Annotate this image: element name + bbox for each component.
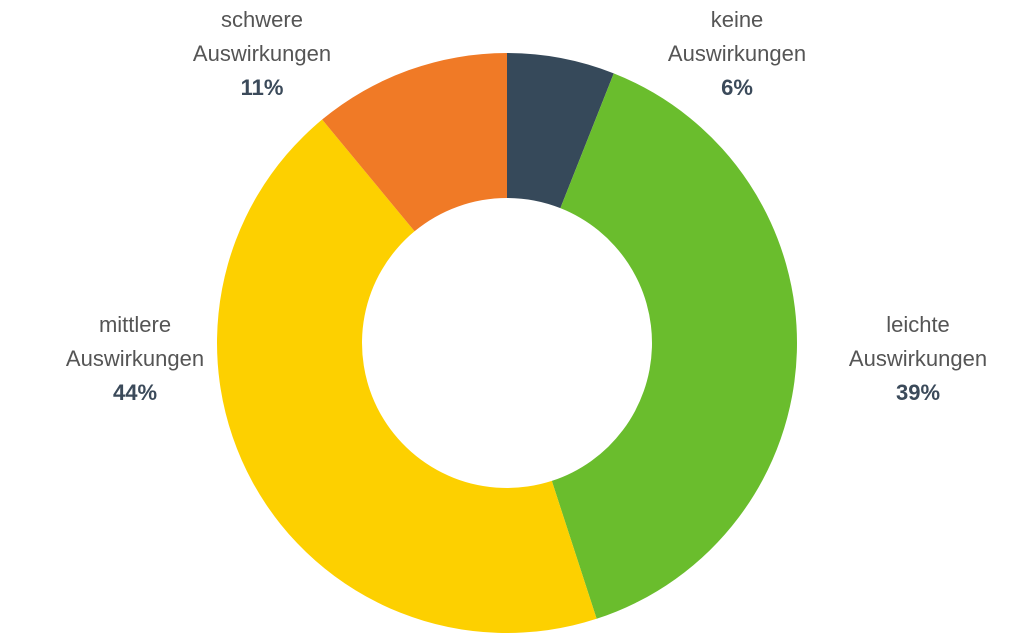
category-label: schwere Auswirkungen (192, 7, 332, 66)
value-label: 39% (895, 380, 941, 405)
donut-slice (551, 73, 797, 619)
donut-slice (217, 119, 597, 633)
value-label: 44% (112, 380, 158, 405)
slice-label: keine Auswirkungen 6% (647, 3, 827, 105)
donut-slice (507, 53, 614, 209)
value-label: 6% (721, 75, 753, 100)
category-label: leichte Auswirkungen (848, 312, 988, 371)
category-label: mittlere Auswirkungen (65, 312, 205, 371)
category-label: keine Auswirkungen (667, 7, 807, 66)
value-label: 11% (240, 75, 284, 100)
slice-label: schwere Auswirkungen 11% (172, 3, 352, 105)
slice-label: mittlere Auswirkungen 44% (45, 308, 225, 410)
slice-label: leichte Auswirkungen 39% (828, 308, 1008, 410)
donut-slice (322, 53, 507, 232)
